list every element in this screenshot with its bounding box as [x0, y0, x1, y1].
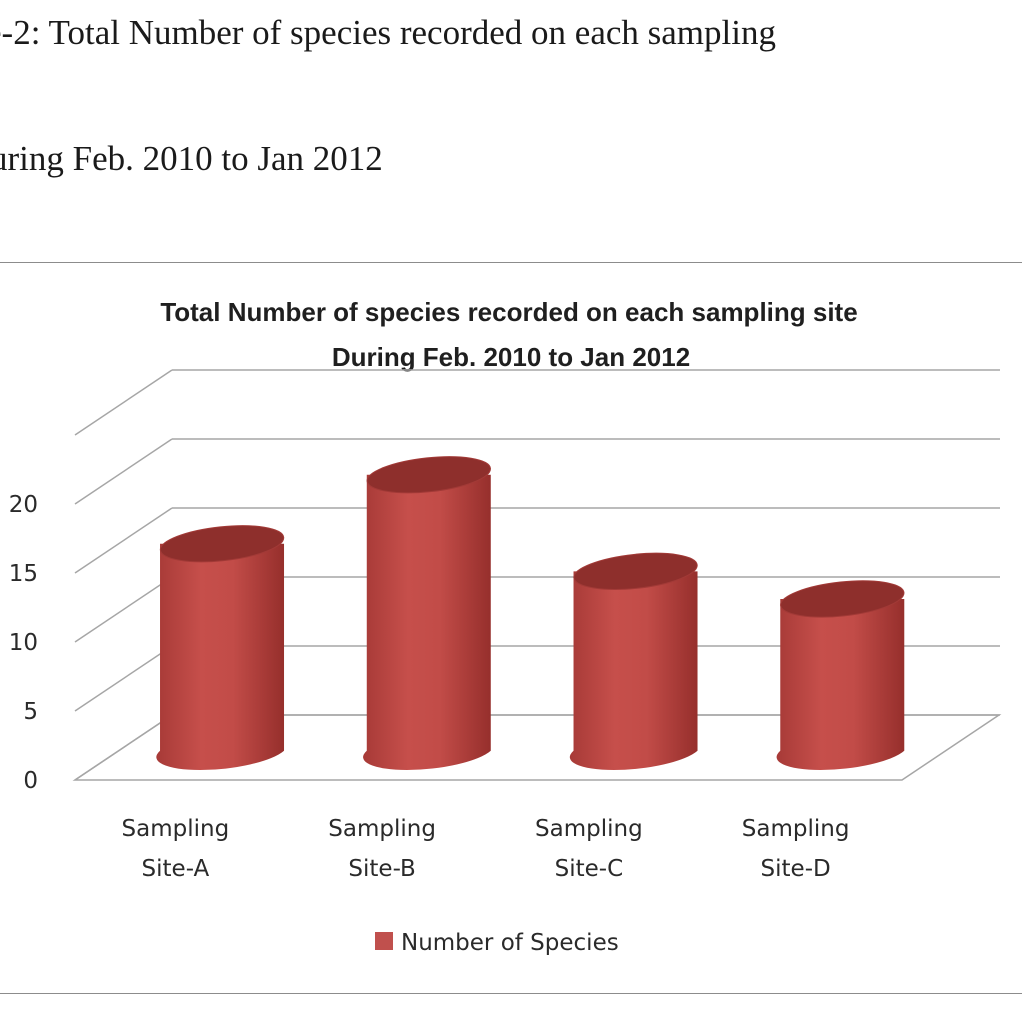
bar [156, 525, 285, 771]
bar-top [780, 580, 905, 618]
chart-floor [72, 714, 1002, 781]
y-tick-label: 15 [9, 561, 38, 587]
x-category-label: Site-D [761, 856, 831, 882]
gridline-side [74, 438, 173, 505]
bar-top [366, 456, 491, 494]
bar-body [776, 598, 905, 771]
y-tick-label: 0 [23, 768, 38, 794]
y-tick-label: 10 [9, 630, 38, 656]
figure-caption-line-2: uring Feb. 2010 to Jan 2012 [0, 139, 383, 178]
y-tick-label: 20 [9, 492, 38, 518]
x-category-label: Sampling [535, 816, 643, 842]
bar [776, 580, 905, 771]
x-category-label: Sampling [742, 816, 850, 842]
gridline-side [74, 576, 173, 643]
legend-swatch [375, 932, 393, 950]
bar [569, 552, 698, 771]
bar-top [159, 525, 285, 563]
chart-title-line-1: Total Number of species recorded on each… [160, 297, 857, 327]
chart-frame [0, 262, 1022, 994]
x-category-label: Site-B [348, 856, 415, 882]
x-category-label: Site-C [555, 856, 624, 882]
y-axis: 0 5 10 15 20 [9, 492, 38, 794]
bar-top [573, 552, 698, 590]
gridline-side [74, 369, 173, 436]
legend-label: Number of Species [401, 930, 619, 956]
legend: Number of Species [375, 930, 619, 956]
figure-caption-line-1: e-2: Total Number of species recorded on… [0, 13, 776, 52]
bar-body [363, 474, 491, 771]
bar-body [156, 543, 285, 771]
x-category-label: Site-A [142, 856, 210, 882]
x-category-label: Sampling [328, 816, 436, 842]
gridline-side [74, 507, 173, 574]
bar-body [569, 571, 698, 771]
chart-title-line-2: During Feb. 2010 to Jan 2012 [332, 342, 690, 372]
gridline-side [74, 645, 173, 712]
bars [156, 456, 905, 771]
x-category-label: Sampling [122, 816, 230, 842]
x-axis-labels: Sampling Site-A Sampling Site-B Sampling Site… [122, 816, 850, 882]
y-tick-label: 5 [23, 699, 38, 725]
bar [363, 456, 491, 771]
